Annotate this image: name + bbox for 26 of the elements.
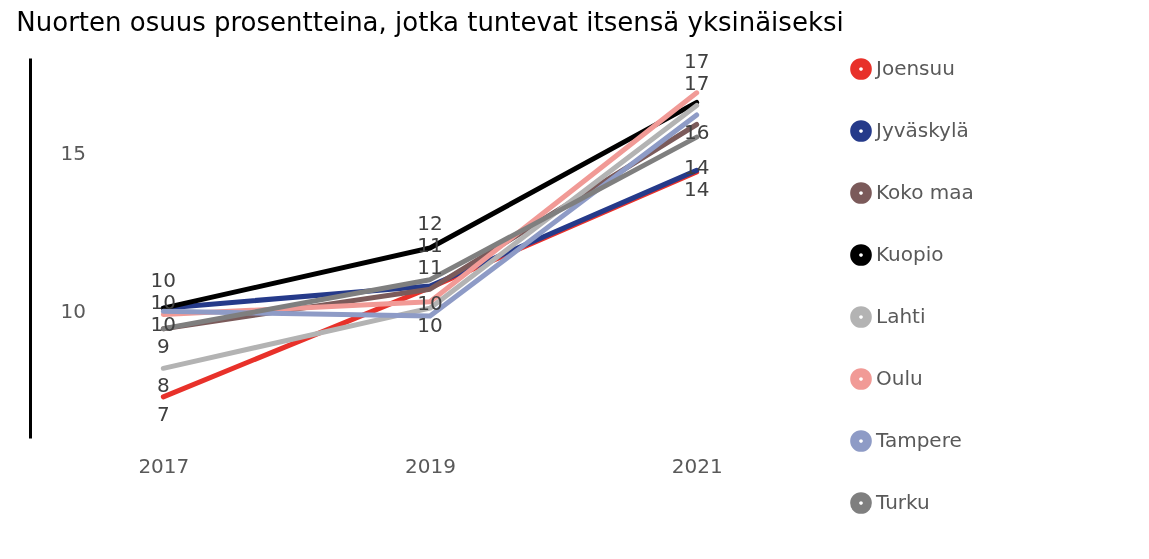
legend-label: Lahti — [876, 304, 926, 328]
y-tick-label: 15 — [60, 140, 86, 165]
legend-label: Oulu — [876, 366, 923, 390]
data-label: 12 — [417, 211, 443, 235]
x-tick-label: 2021 — [671, 453, 723, 478]
data-label: 10 — [150, 267, 177, 292]
legend-label: Kuopio — [876, 242, 944, 266]
data-label: 17 — [683, 49, 710, 74]
legend-label: Joensuu — [874, 56, 955, 80]
legend-label: Turku — [875, 490, 930, 514]
data-label: 10 — [417, 291, 443, 316]
data-label: 11 — [417, 255, 443, 279]
chart-title: Nuorten osuus prosentteina, jotka tuntevat itsensä yksinäiseksi — [16, 7, 844, 38]
data-label: 7 — [156, 401, 170, 426]
x-tick-label: 2019 — [405, 453, 456, 478]
data-label: 10 — [417, 313, 443, 338]
data-label: 8 — [156, 373, 170, 398]
legend-label: Jyväskylä — [874, 118, 969, 142]
x-tick-label: 2017 — [138, 453, 190, 478]
data-label: 9 — [156, 333, 170, 358]
data-label: 17 — [683, 71, 710, 96]
legend-label: Tampere — [875, 428, 962, 452]
data-label: 11 — [417, 233, 443, 257]
data-label: 14 — [683, 177, 710, 201]
legend-label: Koko maa — [876, 180, 974, 204]
data-label: 14 — [683, 155, 710, 179]
